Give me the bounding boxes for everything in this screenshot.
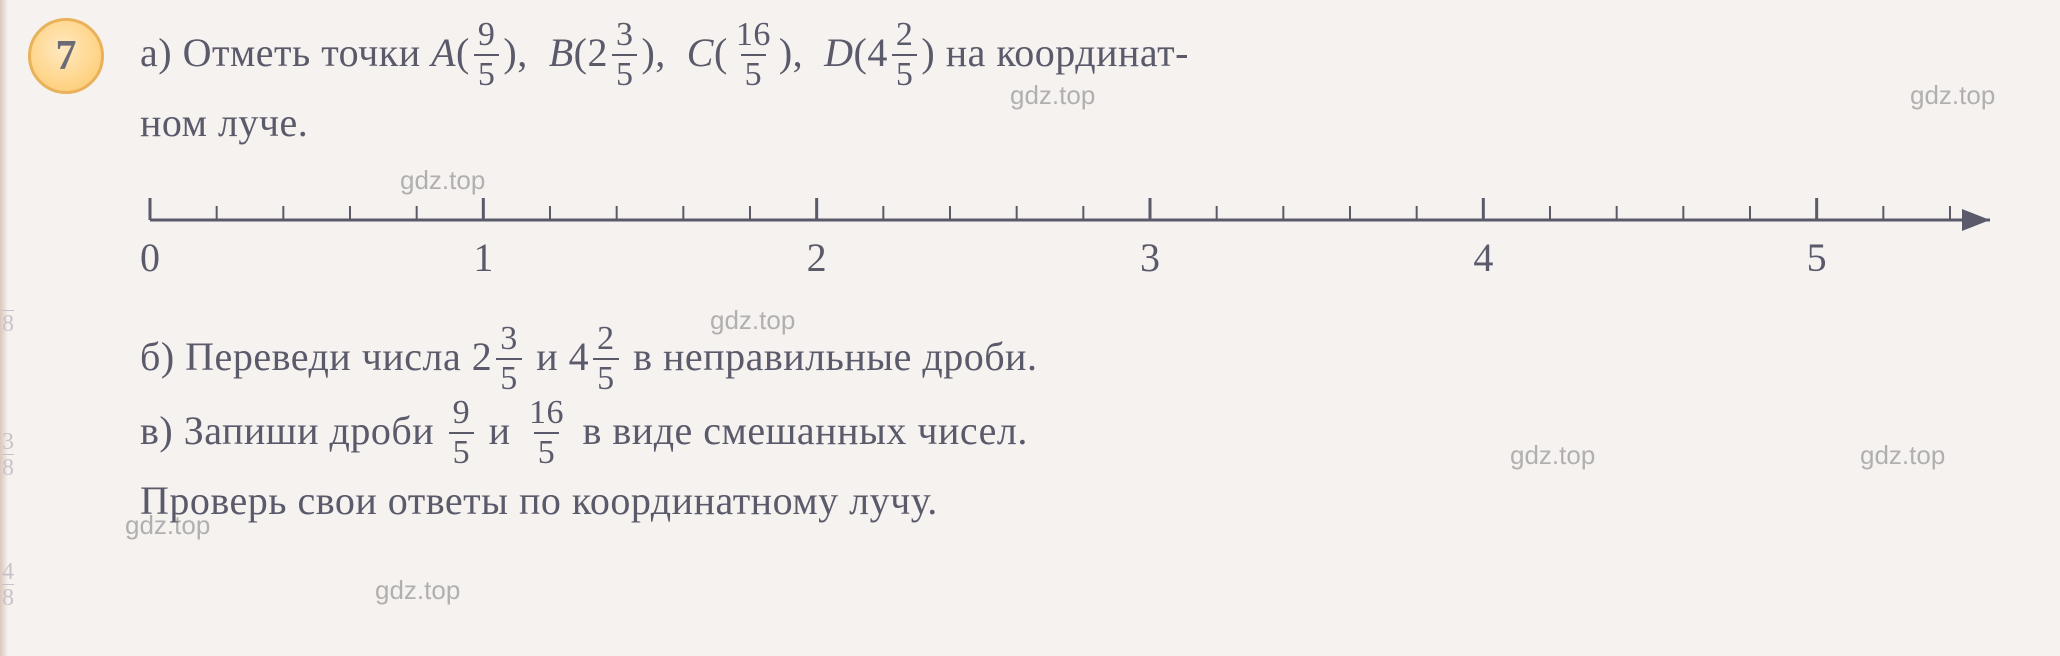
part-a-suffix1: на координат-	[935, 30, 1189, 75]
number-line-svg	[140, 180, 2000, 290]
mixed-whole: 4	[867, 30, 888, 75]
part-a-suffix2: ном луче.	[140, 100, 308, 145]
frac-num: 2	[593, 322, 619, 358]
mixed-whole: 2	[472, 334, 493, 379]
part-b-prefix: б) Переведи числа	[140, 334, 472, 379]
frac-den: 5	[741, 54, 767, 92]
scan-artifact: 38	[2, 430, 14, 480]
frac-den: 5	[449, 432, 475, 470]
frac-den: 5	[496, 358, 522, 396]
part-c-line-1: в) Запиши дроби 95 и 165 в виде смешанны…	[140, 398, 2020, 472]
frac-den: 5	[612, 54, 638, 92]
exercise-content: а) Отметь точки A(95), B(235), C(165), D…	[140, 20, 2020, 530]
part-c-check: Проверь свои ответы по координатному луч…	[140, 478, 938, 523]
frac-num: 9	[449, 396, 475, 432]
part-c-mid: и	[489, 408, 521, 453]
fraction-D: 25	[892, 18, 918, 92]
number-line-label: 1	[473, 234, 493, 281]
fraction-b2: 25	[593, 322, 619, 396]
part-a-line-1: а) Отметь точки A(95), B(235), C(165), D…	[140, 20, 2020, 94]
frac-den: 5	[593, 358, 619, 396]
part-b-suffix: в неправильные дроби.	[633, 334, 1037, 379]
number-line-label: 2	[807, 234, 827, 281]
point-D-label: D	[824, 30, 853, 75]
part-b-mid: и	[536, 334, 568, 379]
number-line: 0 1 2 3 4 5	[140, 180, 2020, 300]
frac-num: 2	[892, 18, 918, 54]
exercise-number: 7	[56, 32, 77, 80]
part-a-prefix: а) Отметь точки	[140, 30, 431, 75]
point-B-label: B	[549, 30, 574, 75]
fraction-B: 35	[612, 18, 638, 92]
fraction-C: 165	[732, 18, 775, 92]
mixed-whole: 2	[587, 30, 608, 75]
point-C-label: C	[687, 30, 714, 75]
fraction-c1: 95	[449, 396, 475, 470]
number-line-label: 5	[1807, 234, 1827, 281]
scan-artifact: 8	[2, 310, 14, 336]
mixed-whole: 4	[569, 334, 590, 379]
part-a-line-2: ном луче.	[140, 94, 2020, 152]
watermark: gdz.top	[375, 575, 460, 606]
frac-num: 3	[496, 322, 522, 358]
scan-artifact: 48	[2, 560, 14, 610]
number-line-label: 4	[1473, 234, 1493, 281]
frac-num: 16	[732, 18, 775, 54]
exercise-number-badge: 7	[28, 18, 104, 94]
fraction-c2: 165	[525, 396, 568, 470]
frac-num: 9	[474, 18, 500, 54]
number-line-label: 0	[140, 234, 160, 281]
part-b-line: б) Переведи числа 235 и 425 в неправильн…	[140, 324, 2020, 398]
fraction-A: 95	[474, 18, 500, 92]
frac-den: 5	[474, 54, 500, 92]
part-c-suffix: в виде смешанных чисел.	[583, 408, 1028, 453]
frac-num: 3	[612, 18, 638, 54]
number-line-label: 3	[1140, 234, 1160, 281]
frac-den: 5	[892, 54, 918, 92]
fraction-b1: 35	[496, 322, 522, 396]
frac-num: 16	[525, 396, 568, 432]
part-c-line-2: Проверь свои ответы по координатному луч…	[140, 472, 2020, 530]
part-c-prefix: в) Запиши дроби	[140, 408, 445, 453]
frac-den: 5	[534, 432, 560, 470]
point-A-label: A	[431, 30, 456, 75]
